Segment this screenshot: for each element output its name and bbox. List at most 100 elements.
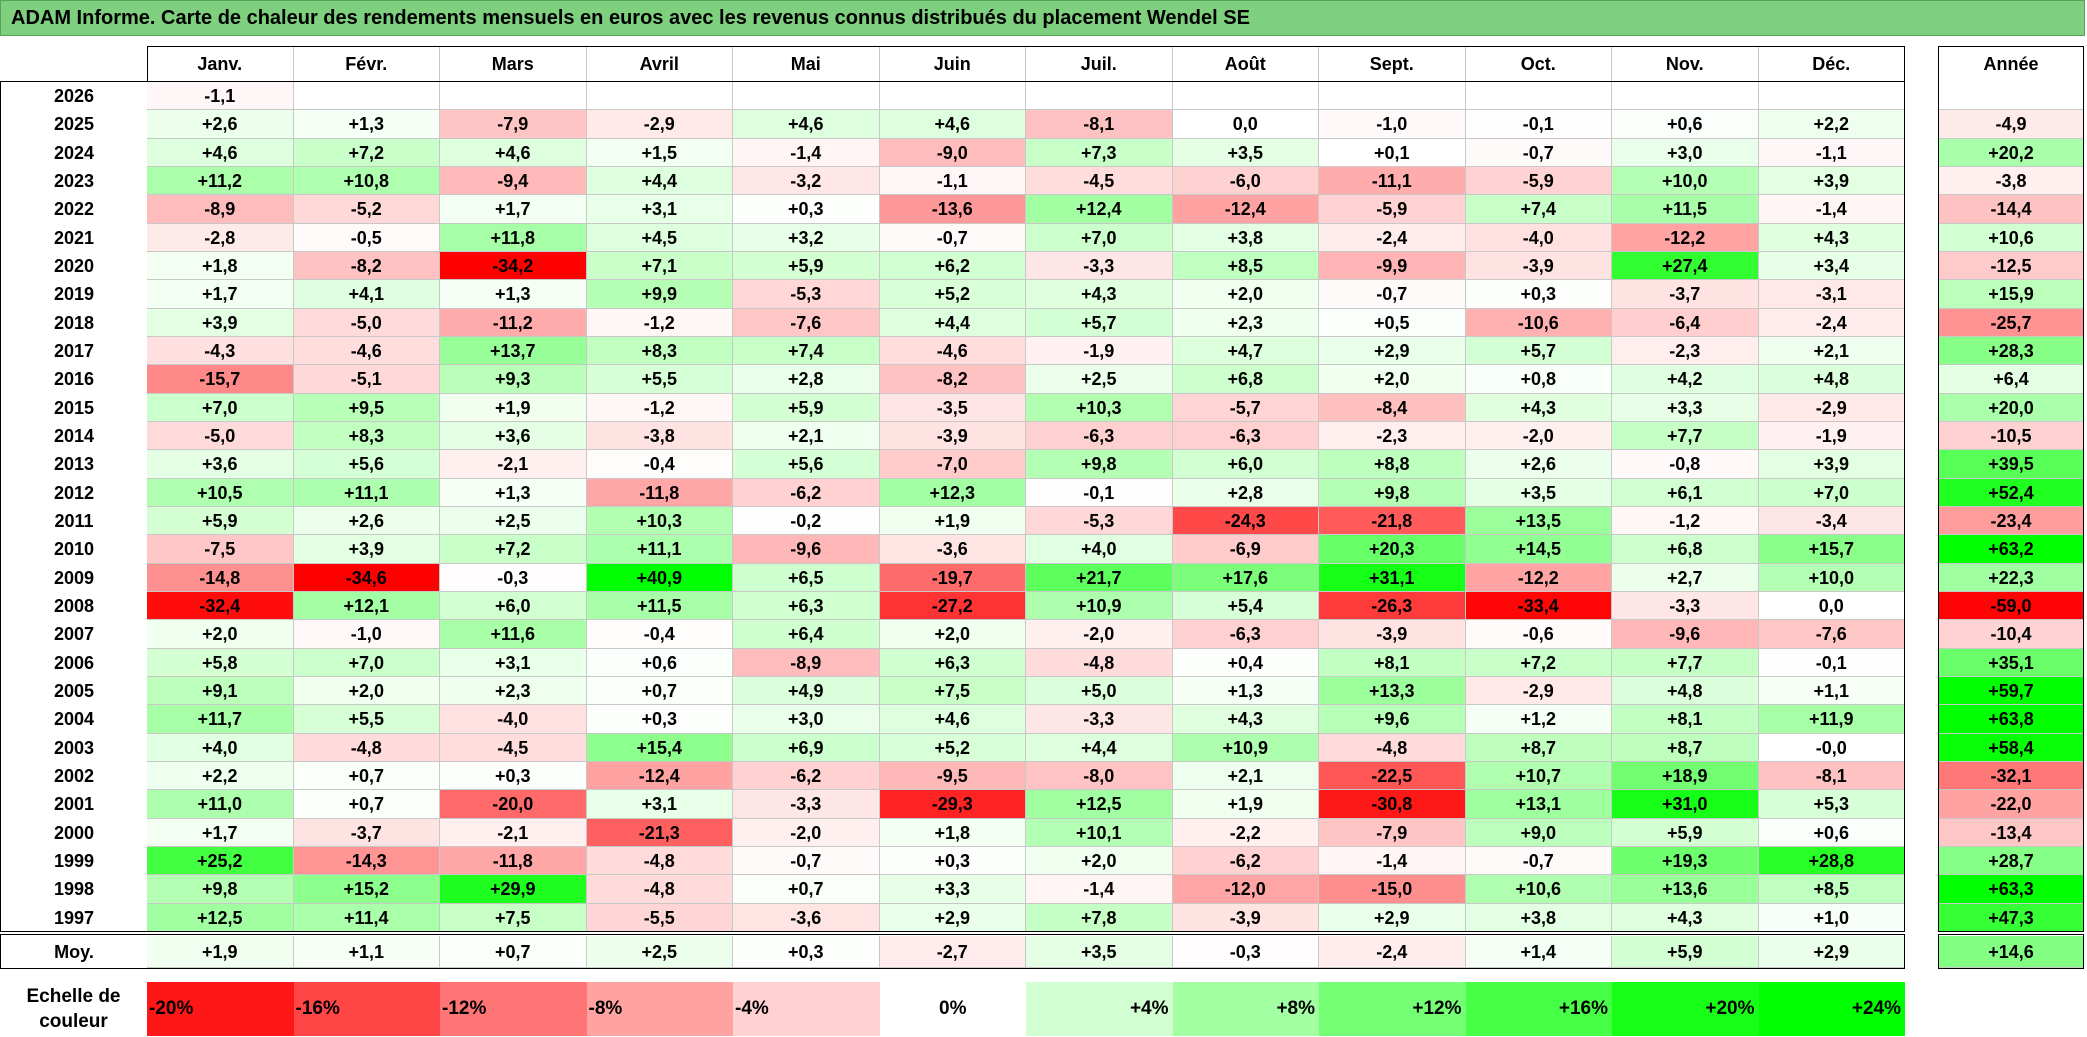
heatmap-cell: -0,1 — [1026, 478, 1173, 507]
heatmap-cell: +7,2 — [440, 535, 587, 564]
heatmap-cell: +4,6 — [879, 705, 1026, 734]
heatmap-cell: +5,6 — [293, 450, 440, 479]
annual-cell: +47,3 — [1938, 903, 2084, 932]
average-annual-cell: +14,6 — [1938, 936, 2084, 968]
heatmap-cell: +5,7 — [1465, 336, 1612, 366]
heatmap-cell: +11,1 — [293, 478, 440, 507]
annual-cell: +10,6 — [1938, 223, 2084, 252]
average-cell: +2,9 — [1758, 936, 1905, 968]
heatmap-cell: -3,7 — [293, 818, 440, 847]
heatmap-cell — [293, 82, 440, 111]
row-year-label: 2011 — [54, 510, 94, 531]
heatmap-cell: +3,6 — [147, 450, 294, 479]
legend-swatch: -20% — [147, 982, 294, 1036]
heatmap-cell: +5,3 — [1758, 790, 1905, 819]
heatmap-cell: +10,3 — [586, 506, 733, 536]
annual-cell: +63,3 — [1938, 875, 2084, 904]
heatmap-cell: +5,5 — [586, 365, 733, 394]
heatmap-cell: +0,3 — [440, 761, 587, 791]
heatmap-cell: -4,8 — [293, 733, 440, 762]
heatmap-cell: -0,2 — [733, 506, 880, 536]
heatmap-cell: -7,9 — [440, 110, 587, 139]
heatmap-cell: +7,7 — [1612, 648, 1759, 677]
legend-label: Echelle de couleur — [26, 986, 121, 1032]
heatmap-cell: +6,5 — [733, 563, 880, 592]
heatmap-cell: -2,9 — [586, 110, 733, 139]
heatmap-cell: +8,7 — [1612, 733, 1759, 762]
heatmap-cell: -2,0 — [733, 818, 880, 847]
heatmap-cell: -13,6 — [879, 195, 1026, 224]
heatmap-cell: +21,7 — [1026, 563, 1173, 592]
heatmap-cell: -0,7 — [1465, 138, 1612, 167]
heatmap-cell: -12,4 — [586, 761, 733, 791]
heatmap-cell: +5,6 — [733, 450, 880, 479]
heatmap-cell: -0,0 — [1758, 733, 1905, 762]
legend-swatch: -4% — [733, 982, 880, 1036]
heatmap-cell: -3,7 — [1612, 280, 1759, 309]
heatmap-cell: 0,0 — [1172, 110, 1319, 139]
heatmap-cell: +6,2 — [879, 251, 1026, 281]
heatmap-cell: -7,6 — [733, 308, 880, 337]
heatmap-cell: -27,2 — [879, 591, 1026, 621]
row-year-label: 2005 — [53, 680, 95, 701]
annual-cell: +6,4 — [1938, 365, 2084, 394]
heatmap-cell: -3,3 — [733, 790, 880, 819]
average-cell: -2,4 — [1319, 936, 1466, 968]
legend-swatch: +24% — [1758, 982, 1905, 1036]
row-year-label: 2002 — [53, 765, 95, 786]
heatmap-cell — [1465, 82, 1612, 111]
heatmap-cell: -1,4 — [1026, 875, 1173, 904]
heatmap-cell: -8,2 — [293, 251, 440, 281]
year-header: Année — [1983, 54, 2039, 74]
row-year-label: 2006 — [53, 652, 95, 673]
legend-swatch: +16% — [1465, 982, 1612, 1036]
row-year-label: 2023 — [53, 170, 95, 191]
heatmap-cell: -14,8 — [147, 563, 294, 592]
heatmap-cell: +10,6 — [1465, 875, 1612, 904]
heatmap-cell: +3,0 — [1612, 138, 1759, 167]
heatmap-cell: +10,5 — [147, 478, 294, 507]
heatmap-cell: +5,9 — [147, 506, 294, 536]
heatmap-cell: +4,5 — [586, 223, 733, 252]
heatmap-cell: -12,2 — [1465, 563, 1612, 592]
heatmap-cell: -0,4 — [586, 450, 733, 479]
heatmap-cell: -4,6 — [293, 336, 440, 366]
heatmap-cell: +13,3 — [1319, 676, 1466, 706]
heatmap-cell: +2,0 — [879, 620, 1026, 649]
heatmap-cell: +18,9 — [1612, 761, 1759, 791]
heatmap-cell: +0,7 — [293, 761, 440, 791]
row-year-label: 2012 — [53, 482, 95, 503]
row-year-label: 2026 — [53, 86, 95, 106]
heatmap-cell: +3,0 — [733, 705, 880, 734]
heatmap-cell: +3,9 — [293, 535, 440, 564]
heatmap-cell — [879, 82, 1026, 111]
heatmap-cell: +3,5 — [1172, 138, 1319, 167]
heatmap-cell: +9,6 — [1319, 705, 1466, 734]
heatmap-cell: +11,8 — [440, 223, 587, 252]
heatmap-cell: -4,8 — [586, 846, 733, 876]
title-bar: ADAM Informe. Carte de chaleur des rende… — [0, 0, 2085, 36]
heatmap-cell: +8,5 — [1172, 251, 1319, 281]
heatmap-cell: +3,9 — [147, 308, 294, 337]
annual-cell: +28,7 — [1938, 846, 2084, 876]
heatmap-cell: +27,4 — [1612, 251, 1759, 281]
heatmap-cell: +8,5 — [1758, 875, 1905, 904]
heatmap-cell: +6,8 — [1612, 535, 1759, 564]
heatmap-cell: +7,3 — [1026, 138, 1173, 167]
heatmap-cell: +3,5 — [1465, 478, 1612, 507]
heatmap-cell: +9,5 — [293, 393, 440, 422]
heatmap-cell: +5,7 — [1026, 308, 1173, 337]
heatmap-cell: +28,8 — [1758, 846, 1905, 876]
row-year-label: 2014 — [53, 425, 95, 446]
average-cell: +0,3 — [733, 936, 880, 968]
heatmap-cell: -4,8 — [1319, 733, 1466, 762]
heatmap-cell — [586, 82, 733, 111]
heatmap-cell: +0,8 — [1465, 365, 1612, 394]
heatmap-cell: +7,7 — [1612, 421, 1759, 451]
heatmap-cell: +11,7 — [147, 705, 294, 734]
heatmap-cell — [1026, 82, 1173, 111]
heatmap-cell: +7,8 — [1026, 903, 1173, 932]
heatmap-cell: +1,9 — [879, 506, 1026, 536]
heatmap-cell: -21,8 — [1319, 506, 1466, 536]
heatmap-cell: -5,0 — [293, 308, 440, 337]
